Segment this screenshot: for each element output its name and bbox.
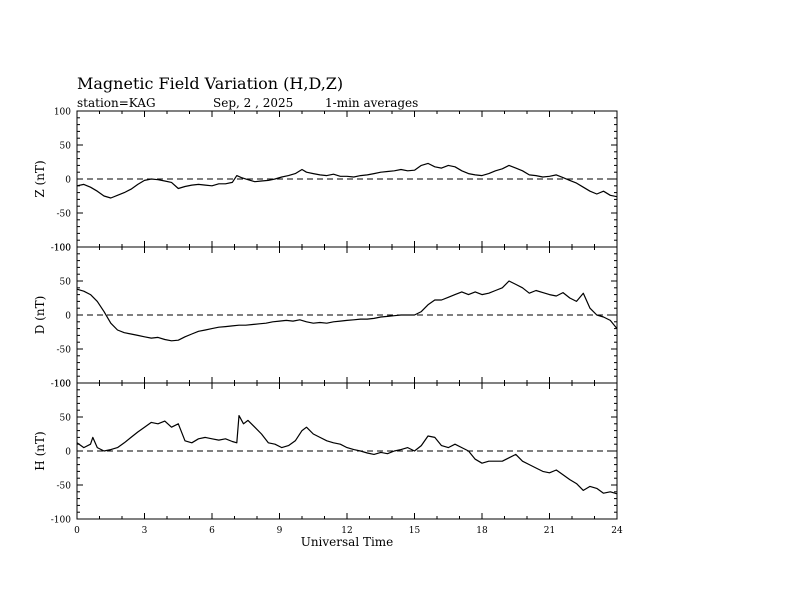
x-axis-label: Universal Time: [301, 535, 394, 549]
z-series-line: [76, 162, 618, 199]
h-ytick-label: 50: [60, 414, 72, 424]
z-ytick-label: 100: [54, 108, 71, 118]
xtick-label: 24: [611, 526, 623, 536]
d-series-line: [76, 280, 618, 342]
d-ytick-label: 50: [60, 278, 72, 288]
chart-title: Magnetic Field Variation (H,D,Z): [77, 74, 344, 93]
d-ytick-label: -100: [51, 380, 71, 390]
xtick-label: 3: [142, 526, 148, 536]
xtick-label: 12: [341, 526, 352, 536]
xtick-label: 9: [277, 526, 283, 536]
xtick-label: 15: [409, 526, 421, 536]
h-axis-label: H (nT): [33, 431, 47, 470]
xtick-label: 6: [209, 526, 215, 536]
h-ytick-label: -50: [57, 482, 72, 492]
z-ytick-label: 50: [60, 142, 72, 152]
d-axis-label: D (nT): [33, 296, 47, 335]
station-label: station=KAG: [77, 96, 156, 110]
xtick-label: 0: [74, 526, 80, 536]
date-label: Sep, 2 , 2025: [213, 96, 294, 110]
z-axis-label: Z (nT): [33, 160, 47, 197]
d-ytick-label: 0: [65, 312, 71, 322]
xtick-label: 18: [476, 526, 488, 536]
averaging-label: 1-min averages: [325, 96, 419, 110]
h-ytick-label: 0: [65, 448, 71, 458]
h-series-line: [76, 415, 618, 495]
z-ytick-label: -50: [57, 210, 72, 220]
z-ytick-label: 0: [65, 176, 71, 186]
d-ytick-label: 100: [54, 244, 71, 254]
xtick-label: 21: [544, 526, 555, 536]
z-ytick-label: -100: [51, 244, 71, 254]
d-ytick-label: -50: [57, 346, 72, 356]
h-ytick-label: -100: [51, 516, 71, 526]
h-ytick-label: 100: [54, 380, 71, 390]
